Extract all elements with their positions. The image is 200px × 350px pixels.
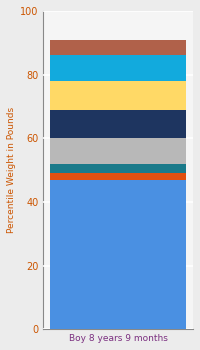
Bar bbox=[50, 180, 186, 329]
Bar bbox=[50, 110, 186, 138]
Bar bbox=[50, 56, 186, 81]
Bar bbox=[50, 173, 186, 180]
Y-axis label: Percentile Weight in Pounds: Percentile Weight in Pounds bbox=[7, 107, 16, 233]
Bar bbox=[50, 81, 186, 110]
Bar bbox=[50, 40, 186, 56]
Bar bbox=[50, 138, 186, 164]
Bar bbox=[50, 164, 186, 173]
